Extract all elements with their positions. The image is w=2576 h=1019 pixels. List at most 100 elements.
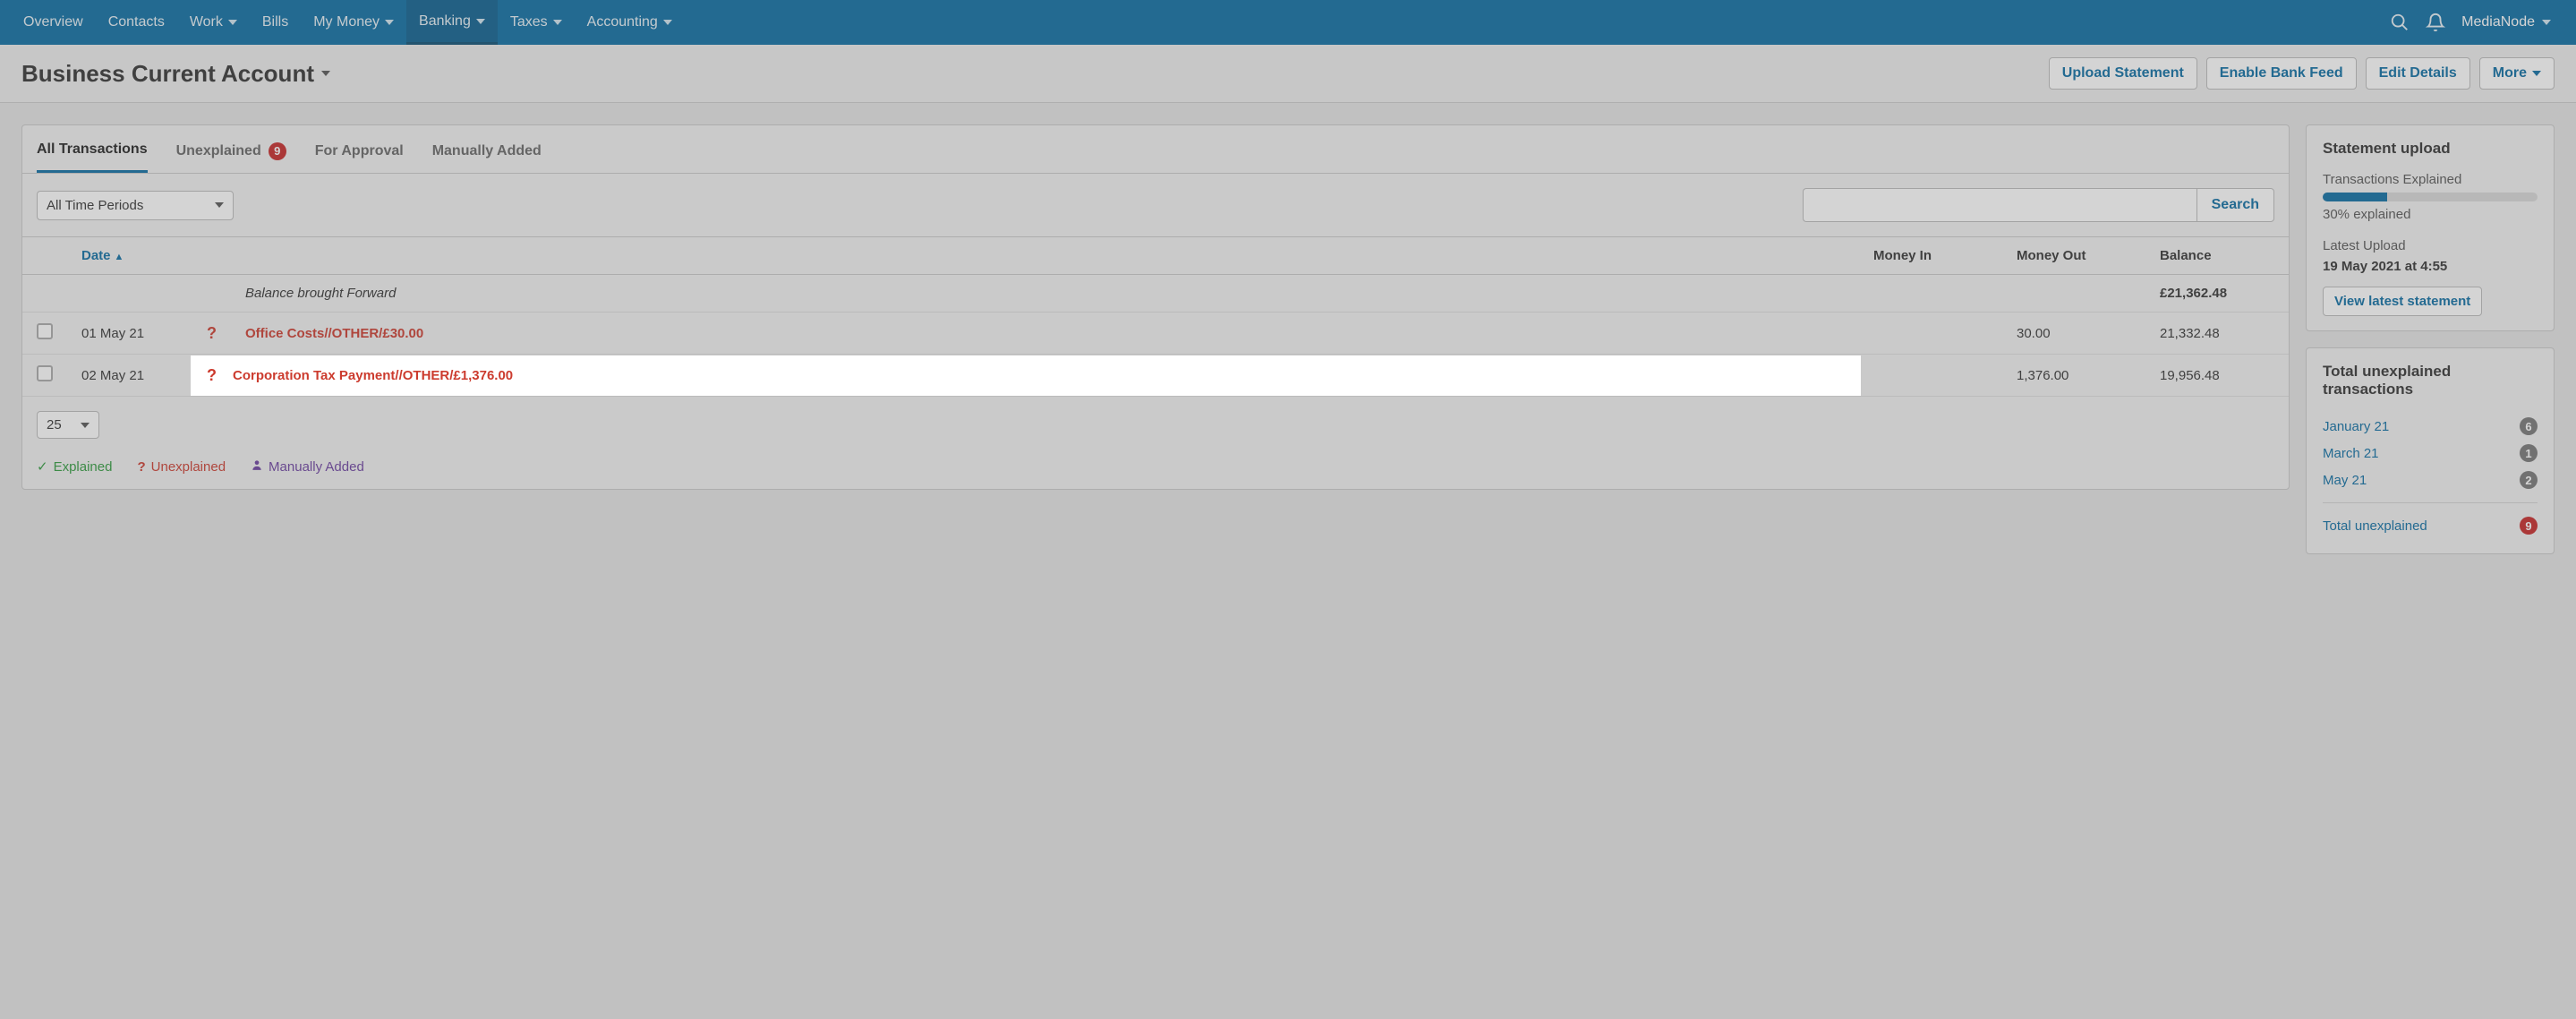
button-label: Enable Bank Feed: [2220, 65, 2343, 81]
upload-statement-button[interactable]: Upload Statement: [2049, 57, 2197, 90]
latest-upload-value: 19 May 2021 at 4:55: [2323, 259, 2538, 274]
divider: [2323, 502, 2538, 503]
tab-manually-added[interactable]: Manually Added: [432, 134, 542, 173]
nav-taxes[interactable]: Taxes: [498, 0, 575, 45]
more-button[interactable]: More: [2479, 57, 2555, 90]
account-label: MediaNode: [2461, 14, 2535, 30]
enable-bank-feed-button[interactable]: Enable Bank Feed: [2206, 57, 2357, 90]
search-wrap: [1803, 188, 2196, 222]
legend-label: Unexplained: [151, 459, 226, 475]
nav-label: Banking: [419, 13, 471, 30]
nav-label: Accounting: [587, 14, 658, 30]
col-label: Balance: [2160, 248, 2212, 263]
transaction-description[interactable]: Corporation Tax Payment//OTHER/£1,376.00: [233, 368, 513, 383]
person-icon: [251, 458, 263, 475]
search-icon[interactable]: [2390, 13, 2410, 32]
col-money-out[interactable]: Money Out: [2002, 237, 2145, 275]
chevron-down-icon: [2542, 20, 2551, 25]
check-icon: ✓: [37, 458, 48, 475]
page-actions: Upload Statement Enable Bank Feed Edit D…: [2049, 57, 2555, 90]
total-unexplained-link[interactable]: Total unexplained: [2323, 518, 2427, 534]
chevron-down-icon: [228, 20, 237, 25]
table-row: 01 May 21 ? Office Costs//OTHER/£30.00 3…: [22, 313, 2289, 355]
nav-label: Bills: [262, 14, 288, 30]
page-size-select[interactable]: 25: [37, 411, 99, 439]
account-selector[interactable]: Business Current Account: [21, 60, 330, 88]
row-money-in: [1859, 355, 2002, 397]
button-label: Edit Details: [2379, 65, 2457, 81]
transactions-table: Date▲ Money In Money Out Balance Balance…: [22, 237, 2289, 397]
nav-overview[interactable]: Overview: [11, 0, 96, 45]
progress-label: Transactions Explained: [2323, 172, 2538, 187]
table-row: 02 May 21 ? Corporation Tax Payment//OTH…: [22, 355, 2289, 397]
highlighted-transaction: ? Corporation Tax Payment//OTHER/£1,376.…: [192, 357, 1859, 394]
filter-bar: All Time Periods Search: [22, 174, 2289, 237]
statement-upload-panel: Statement upload Transactions Explained …: [2306, 124, 2555, 331]
nav-left: Overview Contacts Work Bills My Money Ba…: [11, 0, 685, 45]
legend-label: Explained: [54, 459, 113, 475]
top-nav: Overview Contacts Work Bills My Money Ba…: [0, 0, 2576, 45]
month-link[interactable]: January 21: [2323, 419, 2389, 434]
col-money-in[interactable]: Money In: [1859, 237, 2002, 275]
tab-all-transactions[interactable]: All Transactions: [37, 134, 148, 173]
month-count-badge: 6: [2520, 417, 2538, 435]
row-checkbox[interactable]: [37, 365, 53, 381]
chevron-down-icon: [476, 19, 485, 24]
tabs: All Transactions Unexplained 9 For Appro…: [22, 125, 2289, 174]
row-checkbox[interactable]: [37, 323, 53, 339]
legend-unexplained: ? Unexplained: [137, 459, 226, 475]
legend: ✓ Explained ? Unexplained Manually Added: [37, 458, 2274, 475]
row-date: 02 May 21: [67, 355, 192, 397]
nav-label: Contacts: [108, 14, 165, 30]
balance-forward-row: Balance brought Forward £21,362.48: [22, 275, 2289, 313]
nav-contacts[interactable]: Contacts: [96, 0, 177, 45]
nav-bills[interactable]: Bills: [250, 0, 301, 45]
chevron-down-icon: [321, 71, 330, 76]
tab-unexplained[interactable]: Unexplained 9: [176, 134, 286, 173]
list-item: January 21 6: [2323, 413, 2538, 440]
page-header: Business Current Account Upload Statemen…: [0, 45, 2576, 103]
chevron-down-icon: [553, 20, 562, 25]
tab-for-approval[interactable]: For Approval: [315, 134, 404, 173]
side-column: Statement upload Transactions Explained …: [2306, 124, 2555, 554]
col-label: Date: [81, 248, 111, 263]
col-label: Money Out: [2017, 248, 2086, 263]
col-label: Money In: [1873, 248, 1932, 263]
nav-accounting[interactable]: Accounting: [575, 0, 685, 45]
unexplained-count-badge: 9: [269, 142, 286, 160]
search-button[interactable]: Search: [2196, 188, 2274, 222]
panel-title: Statement upload: [2323, 140, 2538, 158]
transaction-description[interactable]: Office Costs//OTHER/£30.00: [245, 326, 423, 341]
transactions-panel: All Transactions Unexplained 9 For Appro…: [21, 124, 2290, 490]
edit-details-button[interactable]: Edit Details: [2366, 57, 2470, 90]
legend-explained: ✓ Explained: [37, 458, 112, 475]
list-item: March 21 1: [2323, 440, 2538, 467]
page-size-value: 25: [47, 417, 62, 432]
content: All Transactions Unexplained 9 For Appro…: [0, 103, 2576, 576]
button-label: Search: [2212, 197, 2259, 212]
month-link[interactable]: May 21: [2323, 473, 2367, 488]
tab-label: Unexplained: [176, 143, 261, 159]
question-icon: ?: [137, 459, 145, 475]
legend-manual: Manually Added: [251, 458, 364, 475]
nav-banking[interactable]: Banking: [406, 0, 498, 45]
search-row: Search: [1803, 188, 2274, 222]
col-date[interactable]: Date▲: [67, 237, 192, 275]
account-menu[interactable]: MediaNode: [2461, 14, 2551, 30]
bell-icon[interactable]: [2426, 13, 2445, 32]
latest-upload-label: Latest Upload: [2323, 238, 2538, 253]
nav-work[interactable]: Work: [177, 0, 250, 45]
row-balance: 21,332.48: [2145, 313, 2289, 355]
nav-my-money[interactable]: My Money: [301, 0, 406, 45]
question-icon: ?: [207, 324, 217, 342]
view-latest-statement-button[interactable]: View latest statement: [2323, 287, 2482, 316]
list-item: May 21 2: [2323, 467, 2538, 493]
nav-label: Work: [190, 14, 223, 30]
month-link[interactable]: March 21: [2323, 446, 2379, 461]
select-value: All Time Periods: [47, 198, 143, 213]
time-period-select[interactable]: All Time Periods: [37, 191, 234, 220]
col-balance[interactable]: Balance: [2145, 237, 2289, 275]
question-icon: ?: [207, 366, 217, 385]
chevron-down-icon: [81, 423, 90, 428]
search-input[interactable]: [1803, 188, 2196, 222]
